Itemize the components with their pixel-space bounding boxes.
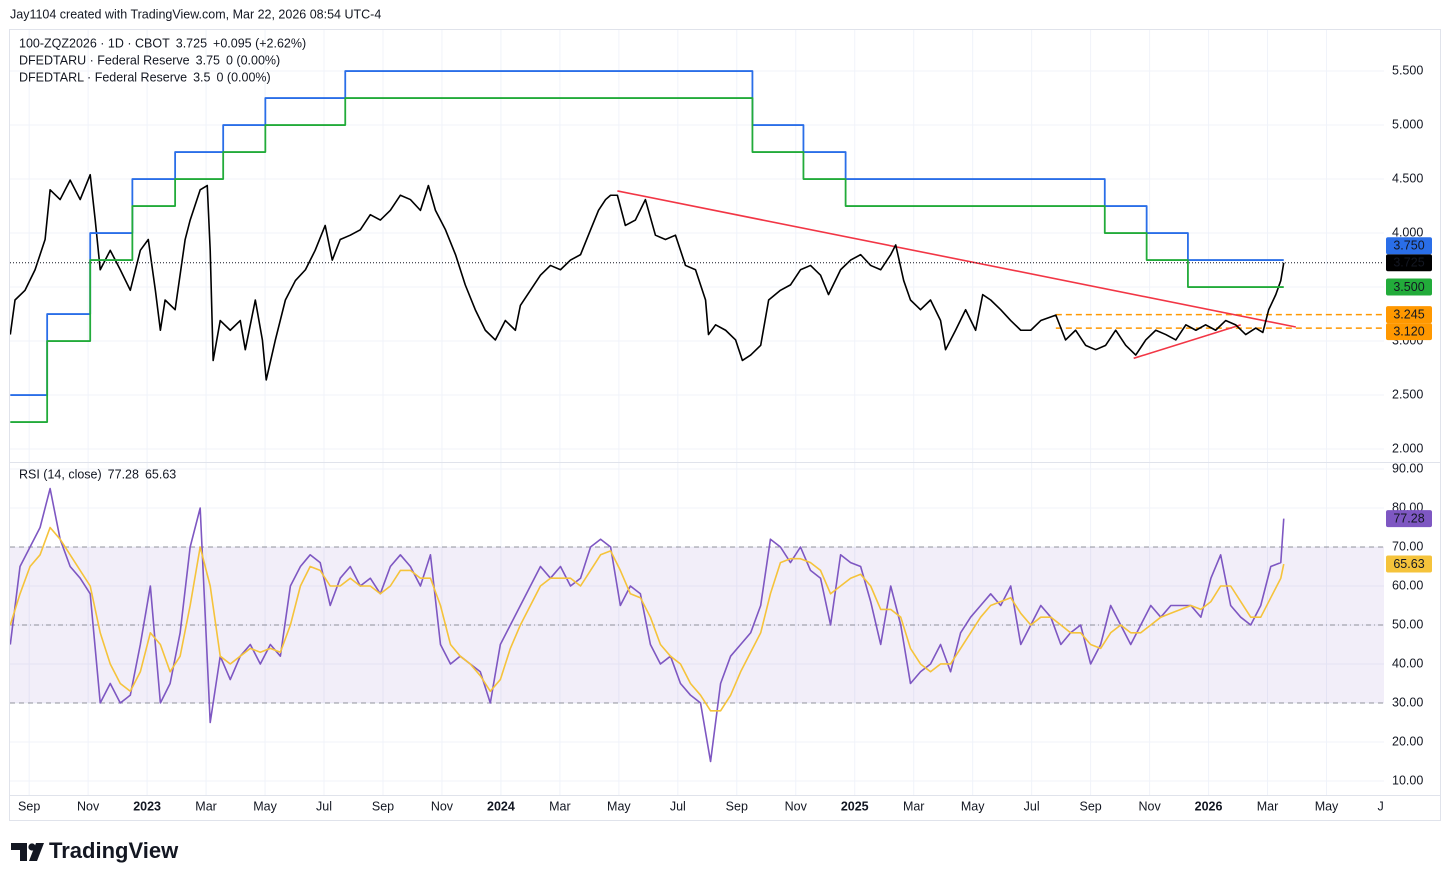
legend-name: DFEDTARL · Federal Reserve xyxy=(19,70,187,84)
y-tick-label: 30.00 xyxy=(1392,695,1423,709)
series-line xyxy=(10,526,1285,712)
x-tick-label: May xyxy=(253,799,277,813)
attribution: Jay1104 created with TradingView.com, Ma… xyxy=(10,7,381,21)
legend-value: 3.5 xyxy=(193,70,210,84)
trend-line xyxy=(617,190,1296,328)
x-tick-label: Sep xyxy=(372,799,394,813)
indicator-title: RSI (14, close) xyxy=(19,467,102,481)
y-tick-label: 2.500 xyxy=(1392,387,1423,401)
logo-slant xyxy=(29,843,44,861)
y-tick-label: 60.00 xyxy=(1392,578,1423,592)
logo-mark xyxy=(11,843,27,861)
x-tick-label: Jul xyxy=(316,799,332,813)
y-tick-label: 40.00 xyxy=(1392,656,1423,670)
step-line xyxy=(10,70,1284,396)
data-layer xyxy=(10,70,1384,763)
legend-value: 3.725 xyxy=(176,36,207,50)
price-tag xyxy=(1386,306,1432,324)
trend-line xyxy=(1133,324,1241,360)
price-tag-label: 77.28 xyxy=(1393,511,1424,525)
legend-change: 0 (0.00%) xyxy=(217,70,271,84)
price-tag xyxy=(1386,278,1432,296)
x-tick-label: Mar xyxy=(1257,799,1279,813)
x-tick-label: 2024 xyxy=(487,799,515,813)
x-tick-label: Nov xyxy=(1138,799,1161,813)
legend-value: 3.75 xyxy=(196,53,220,67)
x-tick-label: 2026 xyxy=(1195,799,1223,813)
legend-change: +0.095 (+2.62%) xyxy=(213,36,306,50)
price-tag xyxy=(1386,237,1432,255)
price-tag-label: 3.120 xyxy=(1393,324,1424,338)
y-tick-label: 50.00 xyxy=(1392,617,1423,631)
label-layer: Sep Nov 2023 Mar May Jul Sep Nov 2024 Mar May Jul Se… xyxy=(18,36,1432,813)
y-tick-label: 4.000 xyxy=(1392,225,1423,239)
x-tick-label: Mar xyxy=(549,799,571,813)
legend-name: 100-ZQZ2026 · 1D · CBOT xyxy=(19,36,170,50)
y-tick-label: 70.00 xyxy=(1392,539,1423,553)
x-tick-label: Sep xyxy=(1079,799,1101,813)
x-tick-label: May xyxy=(607,799,631,813)
y-tick-label: 90.00 xyxy=(1392,461,1423,475)
x-tick-label: 2023 xyxy=(133,799,161,813)
x-tick-label: Jul xyxy=(1377,799,1393,813)
y-tick-label: 10.00 xyxy=(1392,773,1423,787)
x-tick-label: Mar xyxy=(903,799,925,813)
price-tag-label: 65.63 xyxy=(1393,557,1424,571)
series-line xyxy=(10,487,1285,763)
x-tick-label: Nov xyxy=(785,799,808,813)
x-tick-label: Sep xyxy=(726,799,748,813)
x-tick-label: Nov xyxy=(431,799,454,813)
x-tick-label: Nov xyxy=(77,799,100,813)
y-tick-label: 20.00 xyxy=(1392,734,1423,748)
legend-value: 65.63 xyxy=(145,467,176,481)
y-tick-label: 2.000 xyxy=(1392,441,1423,455)
price-tag xyxy=(1386,323,1432,341)
price-tag-label: 3.245 xyxy=(1393,307,1424,321)
brand-name: TradingView xyxy=(49,838,179,863)
price-tag xyxy=(1386,555,1432,573)
price-tag xyxy=(1386,254,1432,272)
brand-logo[interactable]: TradingView xyxy=(11,838,179,863)
legend-name: DFEDTARU · Federal Reserve xyxy=(19,53,190,67)
x-tick-label: Mar xyxy=(195,799,217,813)
price-tag-label: 3.750 xyxy=(1393,239,1424,253)
legend-change: 0 (0.00%) xyxy=(226,53,280,67)
y-tick-label: 4.500 xyxy=(1392,171,1423,185)
series-line xyxy=(10,173,1285,381)
x-tick-label: Sep xyxy=(18,799,40,813)
step-line xyxy=(10,97,1284,423)
y-tick-label: 5.000 xyxy=(1392,117,1423,131)
y-tick-label: 5.500 xyxy=(1392,63,1423,77)
x-tick-label: Jul xyxy=(670,799,686,813)
x-tick-label: 2025 xyxy=(841,799,869,813)
price-tag-label: 3.725 xyxy=(1393,256,1424,270)
chart-frame xyxy=(9,29,1441,821)
price-tag xyxy=(1386,510,1432,528)
price-tag-label: 3.500 xyxy=(1393,280,1424,294)
x-tick-label: Jul xyxy=(1024,799,1040,813)
x-tick-label: May xyxy=(1315,799,1339,813)
x-tick-label: May xyxy=(961,799,985,813)
legend-value: 77.28 xyxy=(108,467,139,481)
